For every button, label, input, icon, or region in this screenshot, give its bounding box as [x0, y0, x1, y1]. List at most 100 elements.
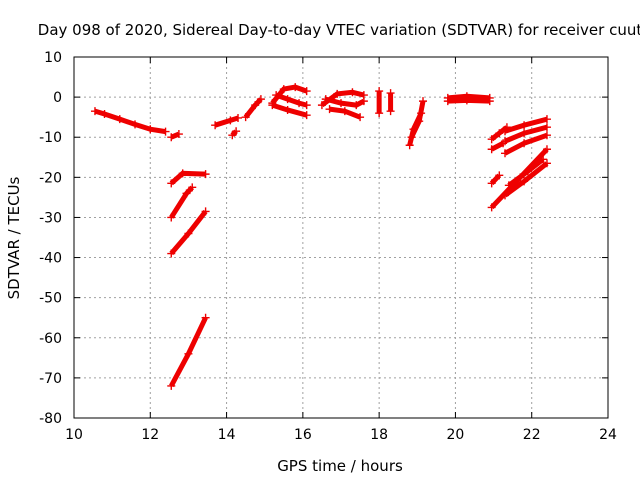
- data-series-arc-12: [268, 101, 311, 120]
- x-tick-label: 18: [370, 427, 388, 443]
- plus-marker: [520, 177, 529, 186]
- plus-marker: [405, 141, 414, 150]
- plus-marker: [386, 89, 395, 98]
- arc-band: [489, 173, 502, 186]
- data-series-arc-05: [167, 207, 210, 258]
- plus-marker: [419, 97, 428, 106]
- plus-marker: [90, 107, 99, 116]
- plus-marker: [279, 85, 288, 94]
- data-series-arc-01: [90, 107, 170, 136]
- x-tick-label: 12: [141, 427, 159, 443]
- plus-marker: [542, 123, 551, 132]
- y-tick-label: -30: [39, 210, 62, 226]
- plus-marker: [268, 101, 277, 110]
- y-tick-label: -70: [39, 371, 62, 387]
- plus-marker: [501, 137, 510, 146]
- plus-marker: [462, 96, 471, 105]
- data-series-arc-25: [501, 115, 551, 136]
- x-axis-label: GPS time / hours: [277, 457, 403, 475]
- plus-marker: [321, 95, 330, 104]
- plus-marker: [283, 95, 292, 104]
- x-tick-label: 16: [294, 427, 312, 443]
- data-series-arc-21: [443, 96, 494, 106]
- plus-marker: [272, 91, 281, 100]
- data-series-arc-17: [386, 89, 395, 116]
- plus-marker: [542, 115, 551, 124]
- plus-marker: [232, 127, 241, 136]
- x-tick-label: 10: [65, 427, 83, 443]
- arc-band: [169, 185, 195, 219]
- plus-marker: [539, 155, 548, 164]
- grid-lines: [74, 57, 608, 418]
- plus-marker: [375, 87, 384, 96]
- plus-marker: [523, 167, 532, 176]
- plus-marker: [356, 113, 365, 122]
- plus-marker: [188, 183, 197, 192]
- plus-marker: [542, 131, 551, 140]
- plus-marker: [302, 101, 311, 110]
- y-axis-label: SDTVAR / TECUs: [5, 176, 23, 299]
- data-series-arc-15: [325, 105, 365, 122]
- data-series-arc-03: [167, 169, 210, 188]
- plus-marker: [485, 97, 494, 106]
- plus-marker: [352, 101, 361, 110]
- arc-band: [409, 100, 426, 139]
- data-series-arc-19: [407, 97, 428, 142]
- plus-marker: [495, 129, 504, 138]
- plus-marker: [542, 145, 551, 154]
- plus-marker: [234, 113, 243, 122]
- arc-band: [275, 92, 308, 108]
- plus-marker: [167, 213, 176, 222]
- plot-frame: [73, 56, 609, 419]
- data-series-arc-30: [504, 155, 548, 190]
- y-tick-label: 10: [44, 50, 62, 66]
- plus-marker: [167, 249, 176, 258]
- plus-marker: [501, 149, 510, 158]
- x-tick-label: 22: [523, 427, 541, 443]
- data-series-arc-26: [501, 123, 551, 146]
- plus-marker: [501, 191, 510, 200]
- plus-marker: [348, 88, 357, 97]
- plus-marker: [211, 121, 220, 130]
- plus-marker: [131, 120, 140, 129]
- plus-marker: [520, 129, 529, 138]
- plus-marker: [251, 101, 260, 110]
- plus-marker: [407, 133, 416, 142]
- data-series-arc-04: [167, 183, 197, 222]
- arc-band: [169, 170, 206, 186]
- plus-marker: [443, 97, 452, 106]
- plus-marker: [501, 127, 510, 136]
- plus-marker: [161, 127, 170, 136]
- plus-marker: [415, 117, 424, 126]
- plus-marker: [504, 181, 513, 190]
- plus-marker: [182, 189, 191, 198]
- plus-marker: [184, 349, 193, 358]
- data-series-arc-16: [375, 87, 384, 118]
- plus-marker: [317, 101, 326, 110]
- arc-band: [214, 115, 239, 128]
- plus-marker: [487, 145, 496, 154]
- plus-marker: [167, 179, 176, 188]
- plus-marker: [115, 115, 124, 124]
- plus-marker: [256, 95, 265, 104]
- plus-marker: [542, 159, 551, 168]
- plus-marker: [100, 109, 109, 118]
- data-series-arc-07: [211, 113, 243, 130]
- y-tick-label: -20: [39, 170, 62, 186]
- y-tick-label: -80: [39, 411, 62, 427]
- plus-marker: [283, 105, 292, 114]
- plus-marker: [495, 171, 504, 180]
- plus-marker: [325, 105, 334, 114]
- arc-band: [490, 141, 505, 152]
- plus-marker: [184, 229, 193, 238]
- plus-marker: [487, 135, 496, 144]
- data-series: [90, 83, 551, 390]
- y-tick-label: -50: [39, 291, 62, 307]
- data-series-arc-09: [241, 95, 265, 122]
- plus-marker: [241, 113, 250, 122]
- data-series-arc-24: [487, 171, 504, 188]
- plus-marker: [337, 99, 345, 108]
- plus-marker: [226, 116, 235, 125]
- plus-marker: [340, 107, 349, 116]
